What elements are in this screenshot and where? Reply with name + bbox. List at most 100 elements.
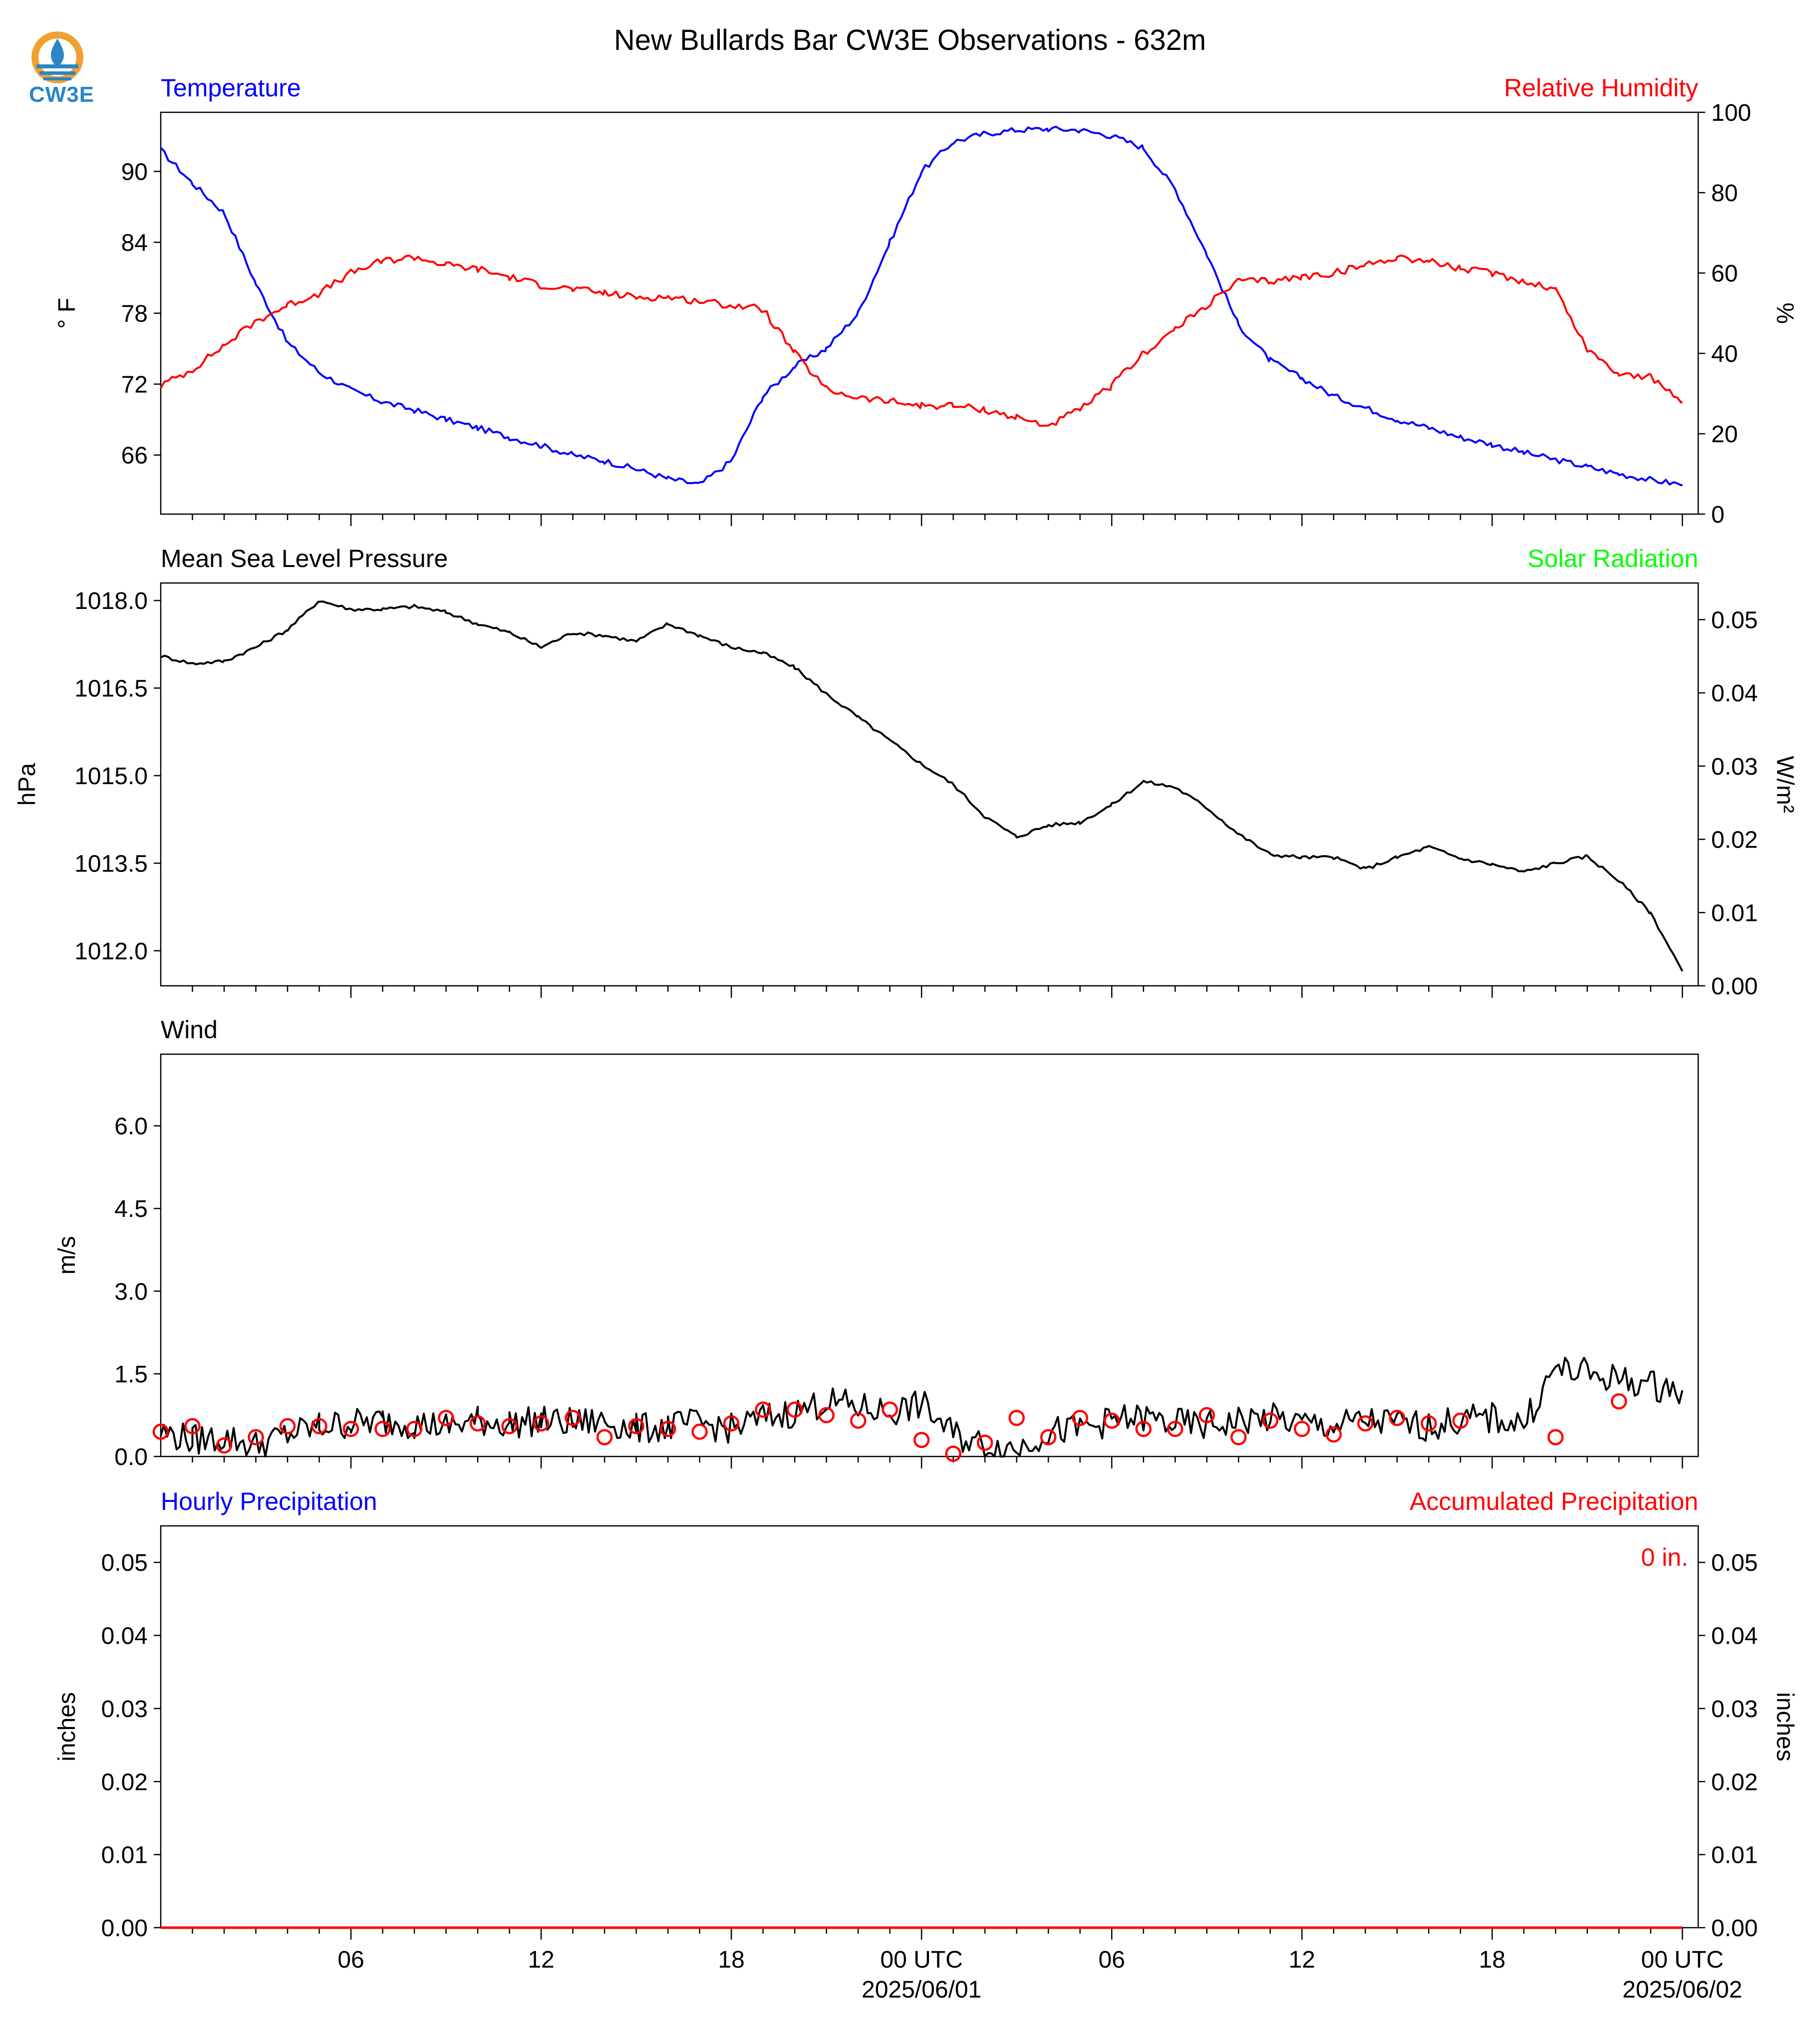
wind-marker xyxy=(1547,1429,1564,1446)
y-tick-label: 1012.0 xyxy=(74,938,148,965)
wind-marker xyxy=(596,1429,613,1446)
panel-right-label: Accumulated Precipitation xyxy=(1410,1487,1698,1515)
y-tick-label: 0.03 xyxy=(101,1696,148,1723)
y-tick-label: 0.00 xyxy=(101,1915,148,1942)
y-tick-label: 1016.5 xyxy=(74,676,148,702)
y-tick-label-right: 0 xyxy=(1711,502,1725,528)
y-tick-label-right: 40 xyxy=(1711,341,1738,367)
x-tick-label: 18 xyxy=(718,1947,744,1973)
wind-marker xyxy=(342,1421,359,1438)
x-tick-label: 12 xyxy=(1288,1947,1315,1973)
y-tick-label-right: 0.01 xyxy=(1711,900,1758,926)
y-axis-label-right: W/m² xyxy=(1772,756,1798,813)
y-tick-label-right: 0.02 xyxy=(1711,1769,1758,1795)
y-tick-label-right: 20 xyxy=(1711,421,1738,448)
wind-marker xyxy=(691,1424,708,1440)
wind-marker xyxy=(1420,1415,1437,1432)
wind-marker xyxy=(216,1437,233,1454)
y-tick-label: 1.5 xyxy=(114,1361,148,1388)
y-tick-label-right: 0.02 xyxy=(1711,827,1758,854)
wind-marker xyxy=(1452,1412,1469,1429)
y-tick-label-right: 100 xyxy=(1711,100,1751,126)
wind-marker xyxy=(1230,1429,1247,1446)
wind-marker xyxy=(976,1435,993,1451)
y-tick-label: 0.0 xyxy=(114,1444,148,1470)
y-axis-label: m/s xyxy=(54,1236,80,1274)
wind-marker xyxy=(945,1446,961,1462)
panel-1: Temperature Relative Humidity 66 72 78 84 90 0 2… xyxy=(54,74,1798,528)
cw3e-logo xyxy=(31,31,83,83)
wind-marker xyxy=(882,1401,898,1418)
plot-frame xyxy=(160,582,1699,987)
plot-frame xyxy=(160,1053,1699,1457)
y-axis-label: ° F xyxy=(54,298,80,329)
y-tick-label: 0.04 xyxy=(101,1623,148,1650)
y-axis-label-right: inches xyxy=(1772,1692,1798,1761)
y-tick-label: 6.0 xyxy=(114,1114,148,1140)
y-tick-label: 0.02 xyxy=(101,1769,148,1795)
wind-marker xyxy=(279,1418,296,1435)
wind-marker xyxy=(501,1418,518,1435)
panel-right-label: Solar Radiation xyxy=(1527,545,1698,573)
y-tick-label-right: 0.04 xyxy=(1711,1623,1758,1650)
y-tick-label: 1015.0 xyxy=(74,763,148,790)
y-tick-label: 90 xyxy=(121,159,148,185)
series-line-1 xyxy=(160,600,1684,972)
wind-marker xyxy=(1262,1412,1278,1429)
y-axis-label: inches xyxy=(54,1692,80,1761)
wind-marker xyxy=(374,1421,391,1438)
wind-marker xyxy=(1008,1410,1025,1426)
wind-marker xyxy=(1293,1421,1310,1438)
y-tick-label-right: 0.01 xyxy=(1711,1842,1758,1869)
x-date-label: 2025/06/02 xyxy=(1622,1977,1742,2003)
wind-marker xyxy=(1103,1412,1120,1429)
wind-marker xyxy=(438,1410,454,1426)
wind-marker xyxy=(723,1415,740,1432)
wind-marker xyxy=(628,1418,644,1435)
x-tick-label: 12 xyxy=(528,1947,554,1973)
y-tick-label: 66 xyxy=(121,443,148,469)
x-date-label: 2025/06/01 xyxy=(862,1977,981,2003)
figure-title: New Bullards Bar CW3E Observations - 632… xyxy=(614,24,1206,56)
wind-marker xyxy=(1357,1415,1374,1432)
x-tick-label: 06 xyxy=(1098,1947,1125,1973)
wind-marker xyxy=(311,1418,327,1435)
wind-marker xyxy=(1072,1410,1088,1426)
wind-marker xyxy=(659,1421,676,1438)
y-axis-label: hPa xyxy=(14,763,40,806)
wind-marker xyxy=(565,1410,581,1426)
wind-marker xyxy=(406,1421,423,1438)
y-tick-label-right: 0.00 xyxy=(1711,1915,1758,1942)
wind-marker xyxy=(1610,1393,1627,1410)
wind-marker xyxy=(248,1429,264,1446)
y-tick-label-right: 0.00 xyxy=(1711,973,1758,1000)
y-tick-label-right: 0.05 xyxy=(1711,607,1758,633)
wind-marker xyxy=(1167,1421,1184,1438)
y-tick-label: 4.5 xyxy=(114,1196,148,1222)
panel-left-label: Wind xyxy=(161,1016,218,1044)
y-tick-label: 84 xyxy=(121,230,148,256)
wind-marker xyxy=(533,1415,550,1432)
x-tick-label: 18 xyxy=(1479,1947,1506,1973)
accumulated-total-label: 0 in. xyxy=(1641,1543,1688,1571)
wind-marker xyxy=(786,1401,803,1418)
y-tick-label-right: 60 xyxy=(1711,261,1738,287)
wind-marker xyxy=(1199,1407,1215,1424)
y-axis-label-right: % xyxy=(1772,302,1798,324)
wind-marker xyxy=(1325,1426,1342,1443)
y-tick-label: 72 xyxy=(121,372,148,398)
y-tick-label: 0.01 xyxy=(101,1842,148,1869)
panel-2: Mean Sea Level Pressure Solar Radiation 10… xyxy=(14,545,1798,1000)
plot-frame xyxy=(160,1525,1699,1929)
y-tick-label-right: 0.04 xyxy=(1711,680,1758,707)
x-tick-label: 00 UTC xyxy=(880,1947,962,1973)
y-tick-label: 1013.5 xyxy=(74,851,148,877)
wind-marker xyxy=(850,1412,867,1429)
panel-right-label: Relative Humidity xyxy=(1504,74,1698,102)
panel-left-label: Mean Sea Level Pressure xyxy=(161,545,448,573)
plot-frame xyxy=(160,111,1699,515)
series-line-1 xyxy=(160,1357,1684,1457)
wind-marker xyxy=(1040,1429,1057,1446)
series-line-1 xyxy=(160,125,1683,487)
